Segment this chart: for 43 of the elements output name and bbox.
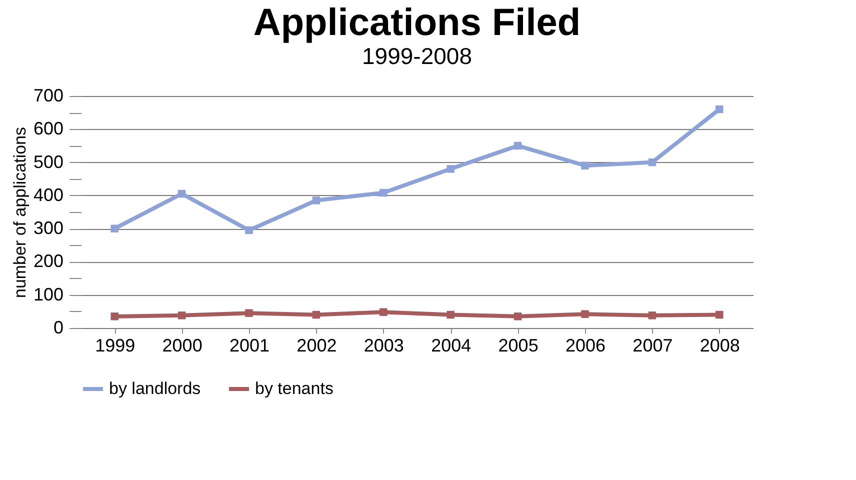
- legend-label: by landlords: [109, 379, 201, 398]
- y-tick-label: 200: [33, 251, 64, 272]
- point: [581, 310, 589, 318]
- point: [312, 310, 320, 319]
- point: [581, 162, 589, 170]
- point: [648, 312, 656, 320]
- point: [446, 310, 454, 319]
- point: [716, 105, 724, 114]
- point: [312, 196, 320, 204]
- y-tick-label: 400: [33, 184, 64, 205]
- y-tick-label: 600: [33, 118, 64, 139]
- y-tick-label: 300: [33, 218, 64, 238]
- chart-subtitle: 1999-2008: [362, 43, 472, 69]
- y-axis-title: number of applications: [10, 126, 30, 298]
- point: [380, 308, 388, 316]
- point: [446, 165, 454, 173]
- x-tick-label: 2000: [162, 336, 202, 356]
- point: [178, 312, 186, 320]
- point: [178, 190, 186, 198]
- x-tick-label: 2006: [565, 336, 606, 356]
- x-tick-label: 2003: [364, 336, 404, 356]
- chart-title: Applications Filed: [253, 2, 581, 44]
- point: [716, 310, 724, 319]
- y-tick-label: 0: [53, 318, 64, 338]
- x-tick-label: 1999: [95, 336, 136, 356]
- y-tick-label: 500: [33, 152, 64, 172]
- legend-label: by tenants: [255, 379, 334, 398]
- x-tick-label: 2005: [498, 336, 538, 356]
- x-tick-label: 2007: [632, 336, 673, 356]
- y-tick-label: 700: [33, 86, 64, 106]
- point: [110, 312, 118, 320]
- point: [245, 226, 253, 234]
- point: [245, 309, 253, 317]
- point: [648, 158, 656, 166]
- x-tick-label: 2002: [296, 336, 337, 356]
- point: [380, 188, 388, 197]
- x-tick-label: 2004: [431, 336, 472, 356]
- point: [514, 312, 522, 320]
- x-tick-label: 2008: [700, 336, 740, 356]
- x-tick-label: 2001: [229, 336, 270, 356]
- point: [514, 142, 522, 150]
- y-tick-label: 100: [33, 284, 64, 304]
- point: [110, 224, 118, 232]
